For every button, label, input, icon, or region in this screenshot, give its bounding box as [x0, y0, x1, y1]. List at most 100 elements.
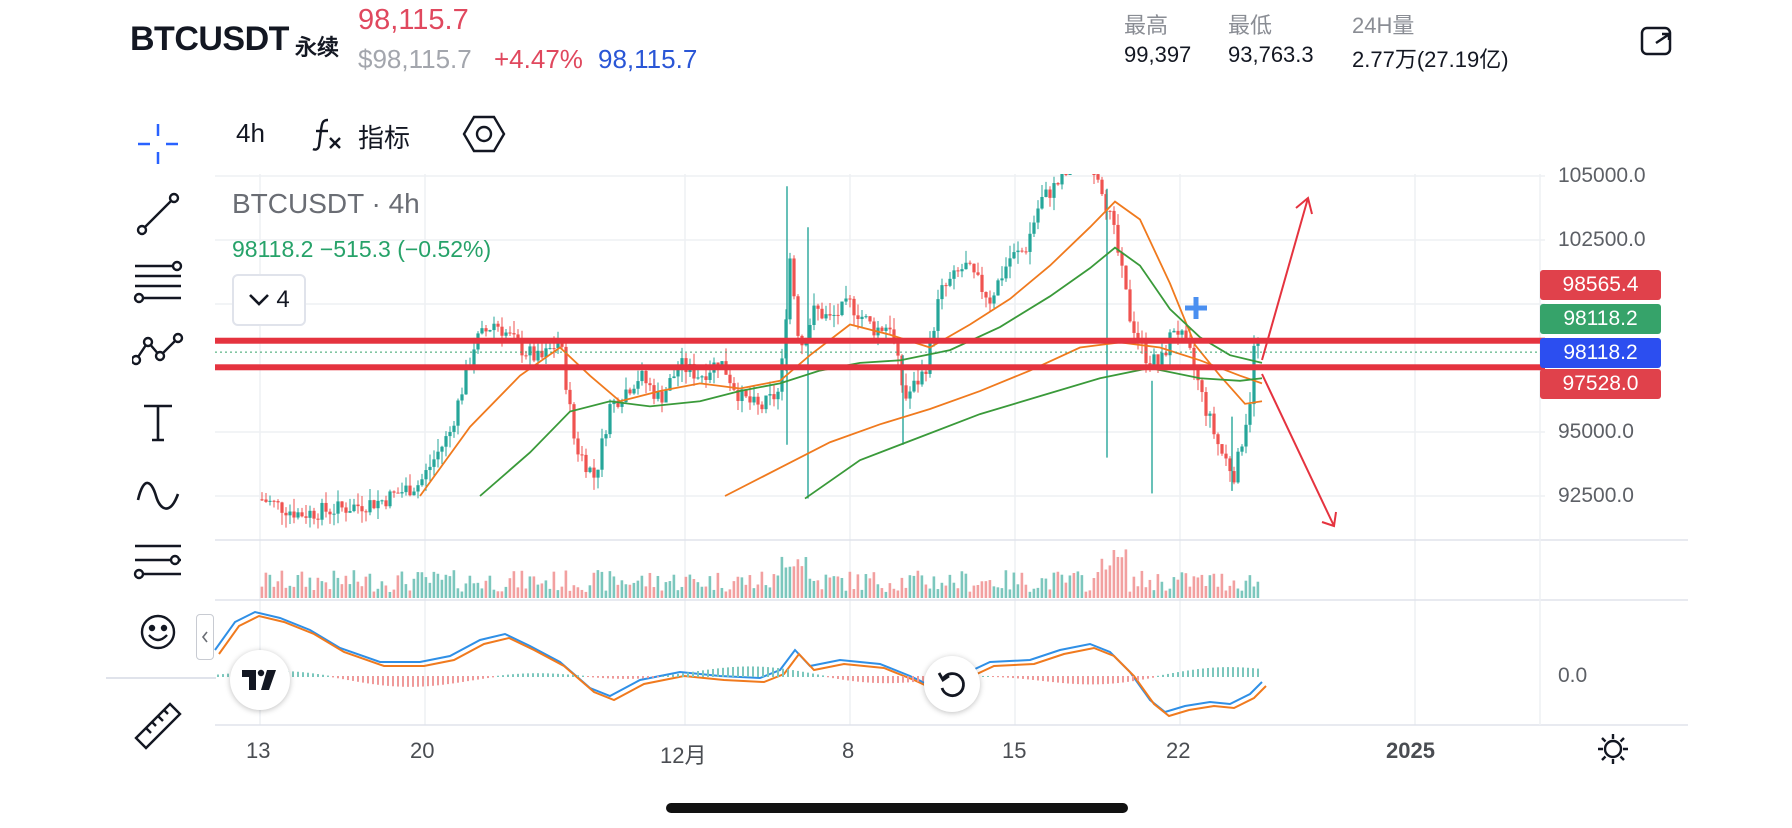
candle-body — [1244, 424, 1248, 447]
candle-body — [1148, 363, 1152, 365]
macd-histogram-bar — [442, 676, 444, 685]
macd-histogram-bar — [302, 672, 304, 677]
volume-bar — [1164, 590, 1168, 598]
volume-bar — [916, 570, 920, 598]
volume-bar — [720, 587, 724, 598]
candle-body — [900, 355, 904, 386]
side-panel-toggle[interactable] — [196, 614, 214, 660]
candle-body — [556, 342, 560, 349]
macd-histogram-bar — [292, 671, 294, 677]
usd-price: $98,115.7 — [358, 44, 472, 74]
macd-histogram-bar — [412, 676, 414, 687]
volume-bar — [348, 584, 352, 598]
volume-bar — [972, 585, 976, 598]
volume-bar — [388, 591, 392, 598]
crosshair-icon[interactable] — [128, 116, 188, 172]
symbol-name[interactable]: BTCUSDT — [130, 20, 289, 58]
candle-body — [408, 485, 412, 496]
candle-body — [1252, 345, 1256, 405]
candle-body — [832, 314, 836, 316]
arrow-up-line — [1261, 197, 1309, 361]
volume-bar — [1184, 573, 1188, 598]
macd-histogram-bar — [732, 667, 734, 677]
trend-line-icon[interactable] — [128, 186, 188, 242]
interval-button[interactable]: 4h — [236, 118, 265, 148]
macd-histogram-bar — [1207, 668, 1209, 677]
volume-label: 24H量 — [1352, 13, 1415, 38]
fib-lines-icon[interactable] — [128, 254, 188, 310]
macd-histogram-bar — [777, 668, 779, 677]
macd-histogram-bar — [402, 676, 404, 687]
volume-bar — [508, 578, 512, 598]
macd-histogram-bar — [567, 674, 569, 677]
candle-body — [836, 314, 840, 316]
candle-body — [1004, 266, 1008, 279]
volume-bar — [600, 571, 604, 598]
macd-histogram-bar — [677, 673, 679, 677]
pattern-icon[interactable] — [128, 322, 188, 378]
macd-histogram-bar — [487, 676, 489, 679]
volume-bar — [872, 572, 876, 598]
indicator-collapse-button[interactable]: 4 — [232, 274, 306, 326]
candle-body — [272, 500, 276, 502]
volume-bar — [732, 581, 736, 598]
macd-histogram-bar — [392, 676, 394, 687]
volume-bar — [804, 557, 808, 598]
tradingview-logo-icon[interactable] — [230, 650, 290, 710]
volume-bar — [1048, 589, 1052, 598]
candle-body — [1232, 471, 1236, 483]
indicators-button[interactable]: 指标 — [358, 123, 411, 153]
candle-body — [1092, 174, 1096, 175]
candle-body — [624, 389, 628, 403]
candle-body — [632, 388, 636, 394]
macd-histogram-bar — [1147, 676, 1149, 679]
candle-body — [960, 269, 964, 272]
candle-body — [552, 348, 556, 350]
candle-body — [536, 350, 540, 361]
measure-lines-icon[interactable] — [128, 534, 188, 590]
volume-bar — [456, 588, 460, 598]
macd-histogram-bar — [857, 676, 859, 682]
function-icon[interactable] — [310, 116, 344, 152]
emoji-icon[interactable] — [128, 604, 188, 660]
candle-body — [436, 451, 440, 460]
candle-body — [352, 504, 356, 512]
macd-histogram-bar — [1127, 676, 1129, 682]
candle-body — [760, 404, 764, 410]
macd-histogram-bar — [1072, 676, 1074, 684]
volume-bar — [1188, 586, 1192, 598]
macd-histogram-bar — [1032, 676, 1034, 680]
macd-histogram-bar — [642, 676, 644, 679]
macd-histogram-bar — [607, 676, 609, 679]
volume-bar — [820, 589, 824, 598]
share-icon[interactable] — [1640, 26, 1674, 56]
candle-body — [904, 385, 908, 399]
candle-body — [580, 454, 584, 456]
macd-histogram-bar — [1017, 676, 1019, 679]
volume-bar — [624, 584, 628, 598]
chevron-left-icon — [201, 631, 208, 643]
candle-body — [664, 390, 668, 403]
macd-histogram-bar — [1172, 672, 1174, 677]
candle-body — [388, 491, 392, 507]
text-tool-icon[interactable] — [128, 394, 188, 450]
macd-histogram-bar — [522, 673, 524, 677]
low-label: 最低 — [1228, 13, 1273, 38]
volume-bar — [764, 585, 768, 598]
volume-bar — [1040, 578, 1044, 598]
macd-histogram-bar — [892, 676, 894, 684]
macd-histogram-bar — [982, 675, 984, 677]
candle-body — [1136, 332, 1140, 340]
reset-chart-button[interactable] — [924, 656, 980, 712]
hexagon-settings-icon[interactable] — [462, 114, 506, 154]
candle-body — [852, 298, 856, 316]
macd-histogram-bar — [352, 676, 354, 681]
brush-icon[interactable] — [128, 466, 188, 522]
price-tick: 105000.0 — [1558, 164, 1646, 187]
ruler-icon[interactable] — [128, 698, 188, 754]
chart-settings-gear-icon[interactable] — [1596, 732, 1630, 766]
volume-bar — [1200, 574, 1204, 598]
candle-body — [984, 291, 988, 298]
macd-histogram-bar — [297, 671, 299, 677]
